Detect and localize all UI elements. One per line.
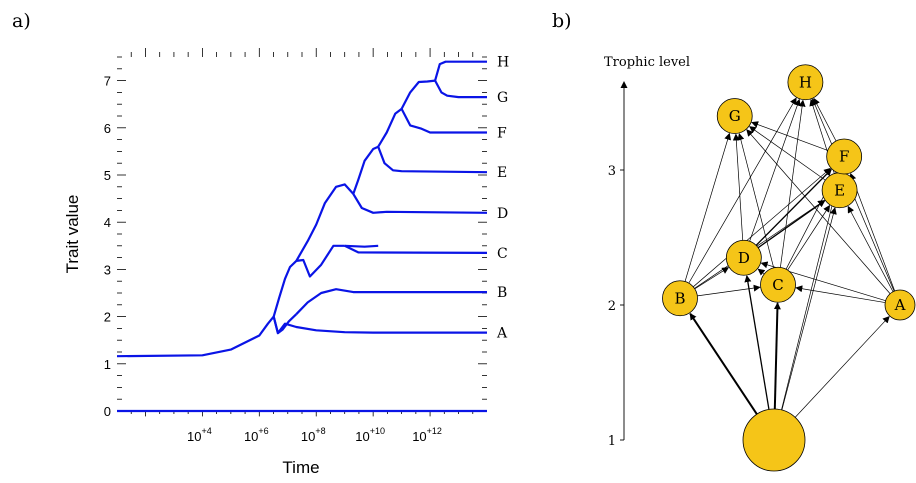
node-G xyxy=(716,98,753,134)
edge-B-D xyxy=(694,267,730,290)
trait-line-F xyxy=(400,108,487,134)
node-label: B xyxy=(674,289,685,307)
trait-line-C xyxy=(344,244,488,254)
node-root xyxy=(742,408,806,472)
edge-C-E xyxy=(787,204,831,271)
branch-label: G xyxy=(497,90,508,106)
y-tick-label: 0 xyxy=(104,404,111,419)
y-tick-label: 4 xyxy=(104,215,111,230)
trophic-tick-label: 3 xyxy=(608,164,616,179)
branch-label: H xyxy=(497,55,509,71)
node-D xyxy=(725,239,762,276)
edge-C-H xyxy=(780,99,806,268)
edge-root-E xyxy=(781,207,837,411)
edge-F-G xyxy=(751,121,828,151)
edge-C-G xyxy=(737,132,775,268)
x-tick-label: 10+8 xyxy=(301,426,326,444)
node-label: A xyxy=(894,296,906,314)
trophic-axis-title: Trophic level xyxy=(604,55,690,70)
edge-A-F xyxy=(849,172,896,292)
trait-line-B xyxy=(295,288,487,315)
node-label: H xyxy=(799,73,812,91)
edge-root-A xyxy=(794,315,890,418)
x-tick-label: 10+10 xyxy=(355,426,385,444)
trait-line xyxy=(344,244,379,248)
node-A xyxy=(884,289,916,321)
y-tick-label: 1 xyxy=(104,357,111,372)
y-tick-label: 2 xyxy=(104,310,111,325)
y-tick-label: 3 xyxy=(104,262,111,277)
edge-A-E xyxy=(847,205,894,292)
node-label: C xyxy=(772,276,783,294)
y-tick-label: 5 xyxy=(104,168,111,183)
trophic-tick-label: 1 xyxy=(608,434,616,449)
trait-line-A xyxy=(272,316,487,335)
trait-line-G xyxy=(434,80,487,99)
edge-F-H xyxy=(813,97,837,142)
node-C xyxy=(760,266,796,303)
panel-b-label: b) xyxy=(552,10,572,32)
panel-a: a) 0 1 2 3 4 5 6 7 10+4 10+6 10+8 10+10 10+12 A B C D E F… xyxy=(12,10,509,477)
x-axis-title: Time xyxy=(282,458,319,477)
trait-line-E xyxy=(377,146,488,174)
branch-label: B xyxy=(497,285,507,301)
trait-line xyxy=(400,79,436,110)
axis-ticks: 0 1 2 3 4 5 6 7 10+4 10+6 10+8 10+10 10+12 xyxy=(104,48,487,444)
branch-labels: A B C D E F G H xyxy=(496,55,509,342)
trait-lines xyxy=(116,60,488,413)
edge-B-C xyxy=(697,284,761,297)
node-H xyxy=(787,64,824,101)
network-nodes: A B C D EF G H xyxy=(662,64,916,472)
branch-label: E xyxy=(497,165,507,181)
trophic-tick-label: 2 xyxy=(608,299,616,314)
x-tick-label: 10+12 xyxy=(412,426,442,444)
branch-label: F xyxy=(497,126,507,142)
branch-label: A xyxy=(496,326,508,342)
trait-line-root xyxy=(116,315,275,358)
trait-line xyxy=(272,260,298,317)
x-tick-label: 10+6 xyxy=(244,426,269,444)
trait-line xyxy=(296,244,345,278)
trait-line-D xyxy=(352,193,488,214)
plot-area xyxy=(117,57,487,411)
edge-D-G xyxy=(732,133,744,241)
edge-C-D xyxy=(757,268,766,276)
panel-b: b) Trophic level 1 2 3 A B C D EF G H xyxy=(552,10,916,472)
edge-B-E xyxy=(694,200,826,289)
edge-root-B xyxy=(689,312,758,415)
node-label: D xyxy=(738,249,750,267)
edge-B-H xyxy=(688,97,797,284)
edge-B-F xyxy=(693,167,831,288)
edge-A-C xyxy=(795,285,886,303)
trait-line xyxy=(295,183,355,262)
panel-a-label: a) xyxy=(12,10,31,32)
branch-label: C xyxy=(497,246,508,262)
network-edges xyxy=(684,97,896,418)
y-tick-label: 7 xyxy=(104,74,111,89)
edge-A-G xyxy=(746,129,891,294)
node-label: E xyxy=(834,181,845,199)
trophic-axis: 1 2 3 xyxy=(608,81,628,449)
node-label: G xyxy=(729,107,741,125)
trait-line-H xyxy=(434,60,487,81)
edge-root-F xyxy=(781,173,842,410)
edge-B-G xyxy=(684,132,732,282)
edge-D-H xyxy=(749,98,801,242)
node-F xyxy=(826,138,863,175)
y-axis-title: Trait value xyxy=(63,195,82,274)
edge-E-G xyxy=(749,126,826,181)
edge-D-E xyxy=(757,200,826,249)
edge-root-D xyxy=(744,275,770,410)
trait-line xyxy=(272,313,298,335)
x-tick-label: 10+4 xyxy=(187,426,212,444)
branch-label: D xyxy=(497,206,508,222)
edge-root-C xyxy=(773,302,781,410)
trait-line xyxy=(377,108,403,148)
y-tick-label: 6 xyxy=(104,121,111,136)
trait-line xyxy=(352,145,379,195)
node-label: F xyxy=(839,148,849,166)
edge-D-F xyxy=(755,168,832,246)
node-B xyxy=(662,280,698,317)
